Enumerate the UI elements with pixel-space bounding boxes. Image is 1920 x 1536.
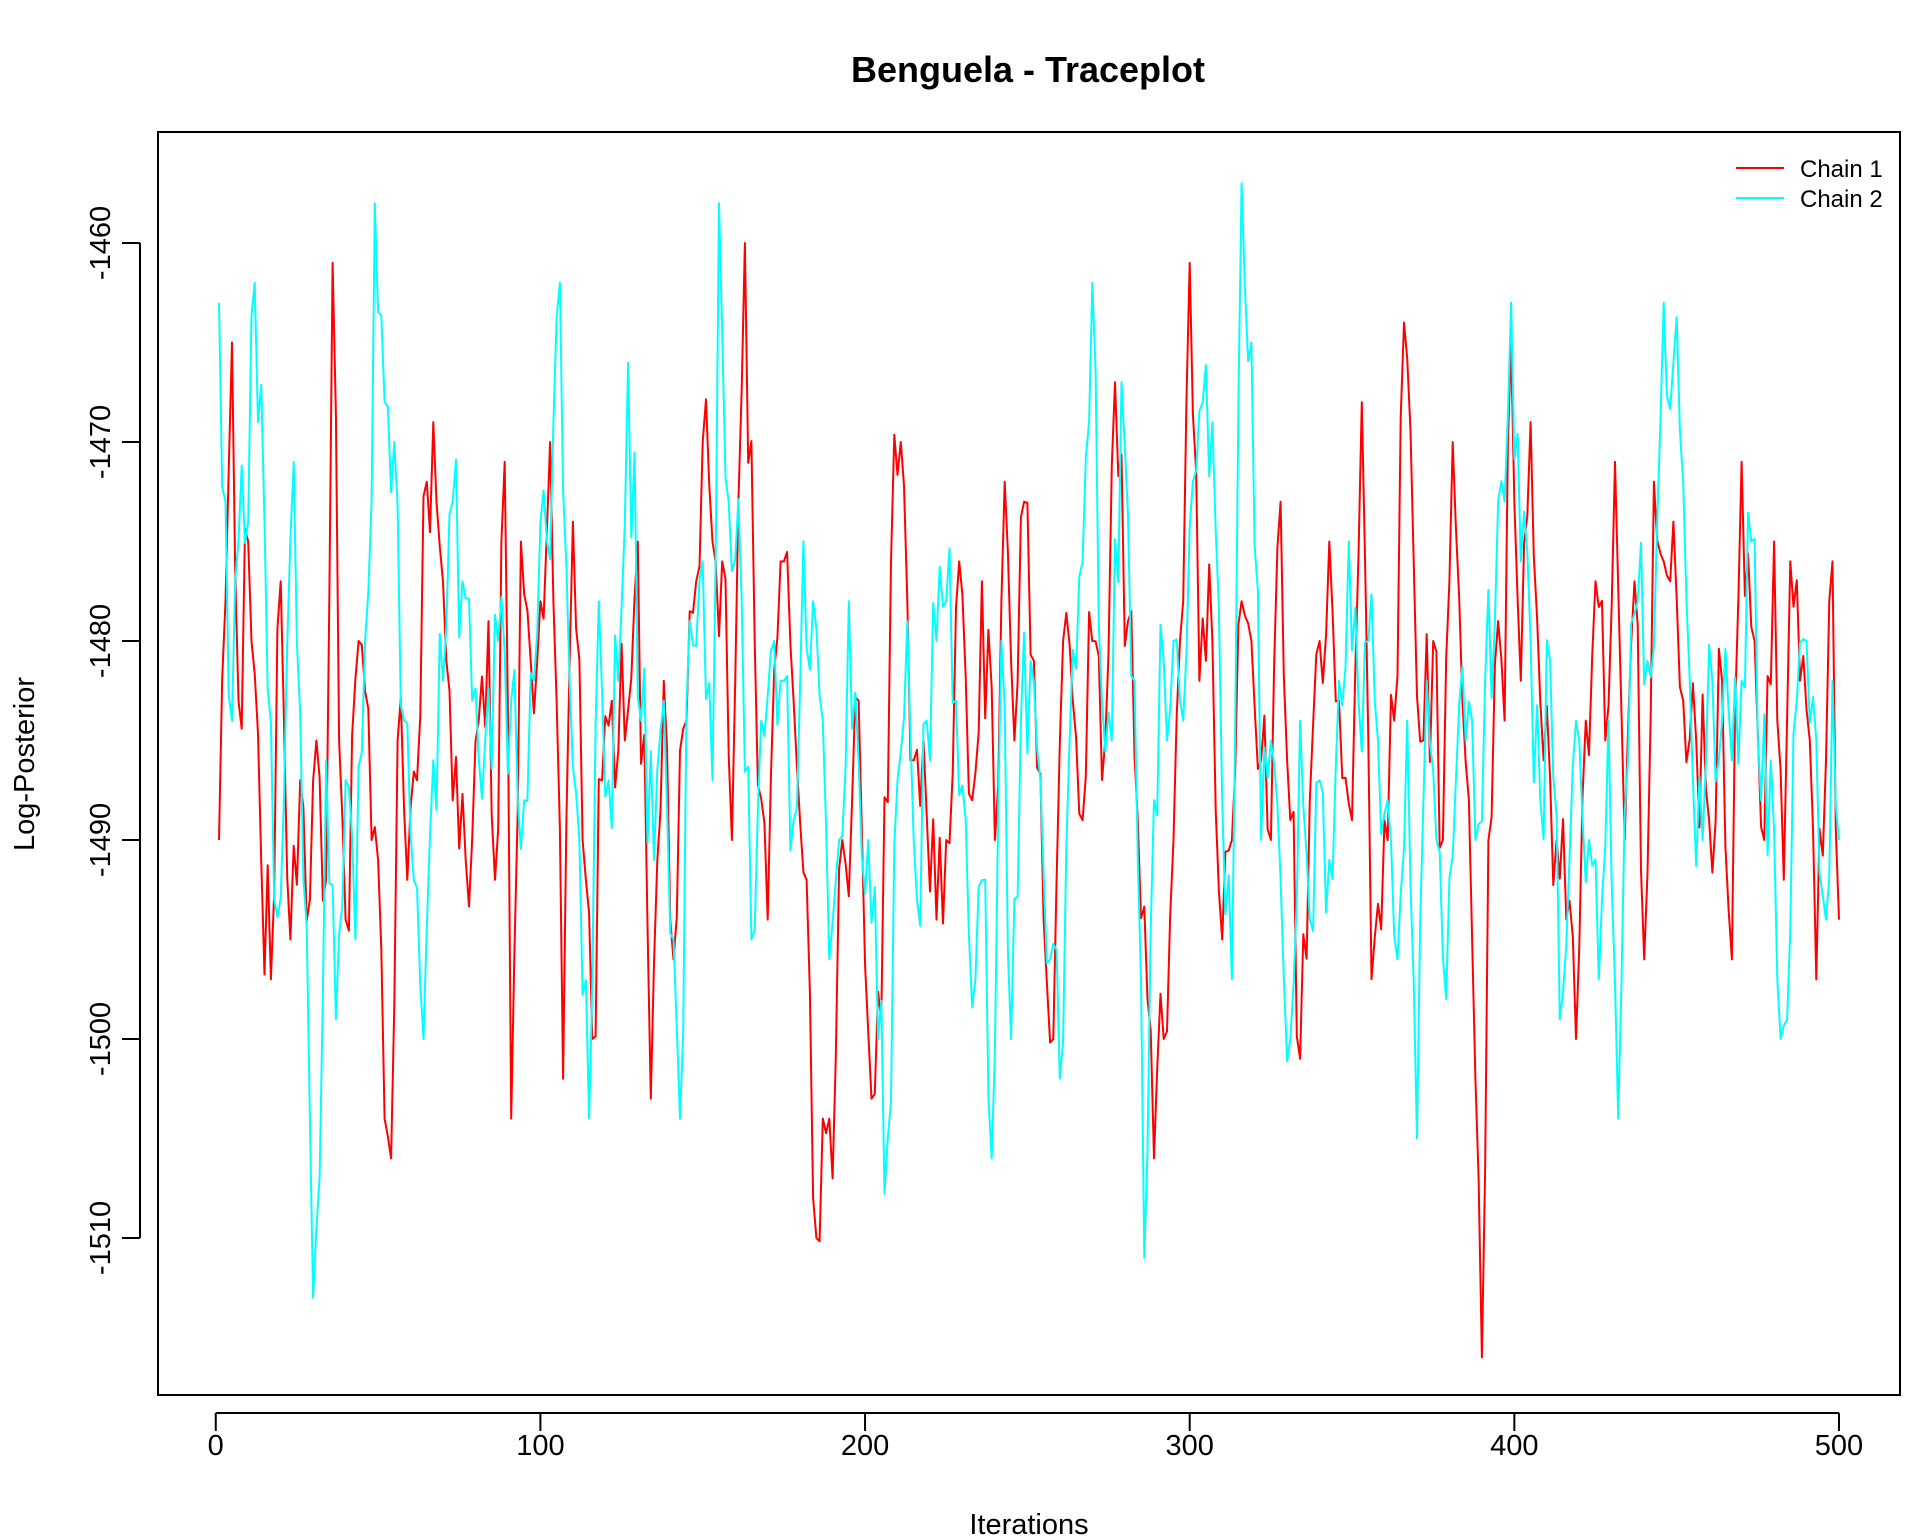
y-axis: -1460 -1470 -1480 -1490 -1500 -1510 <box>85 206 141 1275</box>
series-layer <box>218 182 1840 1359</box>
legend-label-1: Chain 1 <box>1800 156 1883 183</box>
x-tick-label-0: 0 <box>208 1430 224 1462</box>
chart-title: Benguela - Traceplot <box>851 49 1205 90</box>
series-line-chain-2 <box>218 182 1840 1299</box>
series-line-chain-1 <box>218 242 1840 1359</box>
x-axis: 0 100 200 300 400 500 <box>208 1412 1863 1462</box>
y-tick-label--1510: -1510 <box>85 1201 117 1275</box>
y-tick-label--1460: -1460 <box>85 206 117 280</box>
x-axis-label: Iterations <box>969 1509 1088 1536</box>
y-tick-label--1470: -1470 <box>85 405 117 479</box>
legend-label-2: Chain 2 <box>1800 186 1883 213</box>
y-tick-label--1480: -1480 <box>85 604 117 678</box>
legend: Chain 1 Chain 2 <box>1736 156 1883 213</box>
y-axis-label: Log-Posterior <box>9 677 41 851</box>
x-tick-label-300: 300 <box>1166 1430 1214 1462</box>
x-tick-label-100: 100 <box>516 1430 564 1462</box>
y-tick-label--1490: -1490 <box>85 803 117 877</box>
plot-frame <box>157 131 1901 1396</box>
y-tick-label--1500: -1500 <box>85 1002 117 1076</box>
x-tick-label-400: 400 <box>1490 1430 1538 1462</box>
x-tick-label-200: 200 <box>841 1430 889 1462</box>
x-tick-label-500: 500 <box>1815 1430 1863 1462</box>
